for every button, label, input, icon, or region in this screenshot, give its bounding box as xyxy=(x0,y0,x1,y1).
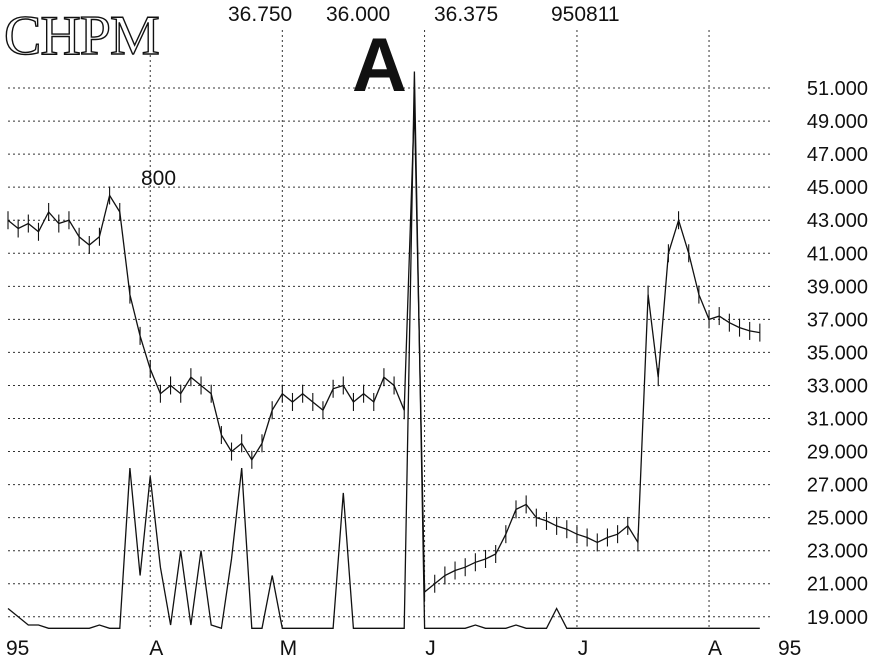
y-tick-label: 29.000 xyxy=(807,442,868,464)
y-tick-label: 47.000 xyxy=(807,144,868,166)
y-tick-label: 41.000 xyxy=(807,243,868,265)
volume-line xyxy=(7,71,760,630)
y-tick-label: 35.000 xyxy=(807,342,868,364)
x-tick-label: A xyxy=(149,637,163,660)
header-value-1: 36.750 xyxy=(228,3,293,26)
y-tick-label: 21.000 xyxy=(807,574,868,596)
y-tick-label: 23.000 xyxy=(807,541,868,563)
y-tick-label: 19.000 xyxy=(807,607,868,629)
x-tick-label: 95 xyxy=(6,637,29,660)
grade-letter: A xyxy=(352,23,407,108)
y-tick-label: 45.000 xyxy=(807,177,868,199)
header-date: 950811 xyxy=(551,3,620,26)
y-tick-label: 25.000 xyxy=(807,508,868,530)
y-tick-label: 37.000 xyxy=(807,309,868,331)
x-tick-label: M xyxy=(280,637,298,660)
x-tick-label: 95 xyxy=(778,637,801,660)
y-tick-label: 49.000 xyxy=(807,111,868,133)
y-tick-label: 39.000 xyxy=(807,276,868,298)
price-line xyxy=(7,104,760,594)
y-tick-label: 51.000 xyxy=(807,78,868,100)
y-tick-label: 27.000 xyxy=(807,475,868,497)
y-tick-label: 31.000 xyxy=(807,409,868,431)
x-tick-label: J xyxy=(578,637,589,660)
annotation-label: 800 xyxy=(141,167,177,190)
ticker-symbol: CHPM xyxy=(3,5,160,67)
y-tick-label: 43.000 xyxy=(807,210,868,232)
header-value-3: 36.375 xyxy=(434,3,499,26)
x-tick-label: A xyxy=(708,637,722,660)
y-tick-label: 33.000 xyxy=(807,375,868,397)
header-value-2: 36.000 xyxy=(326,3,391,26)
x-tick-label: J xyxy=(425,637,436,660)
